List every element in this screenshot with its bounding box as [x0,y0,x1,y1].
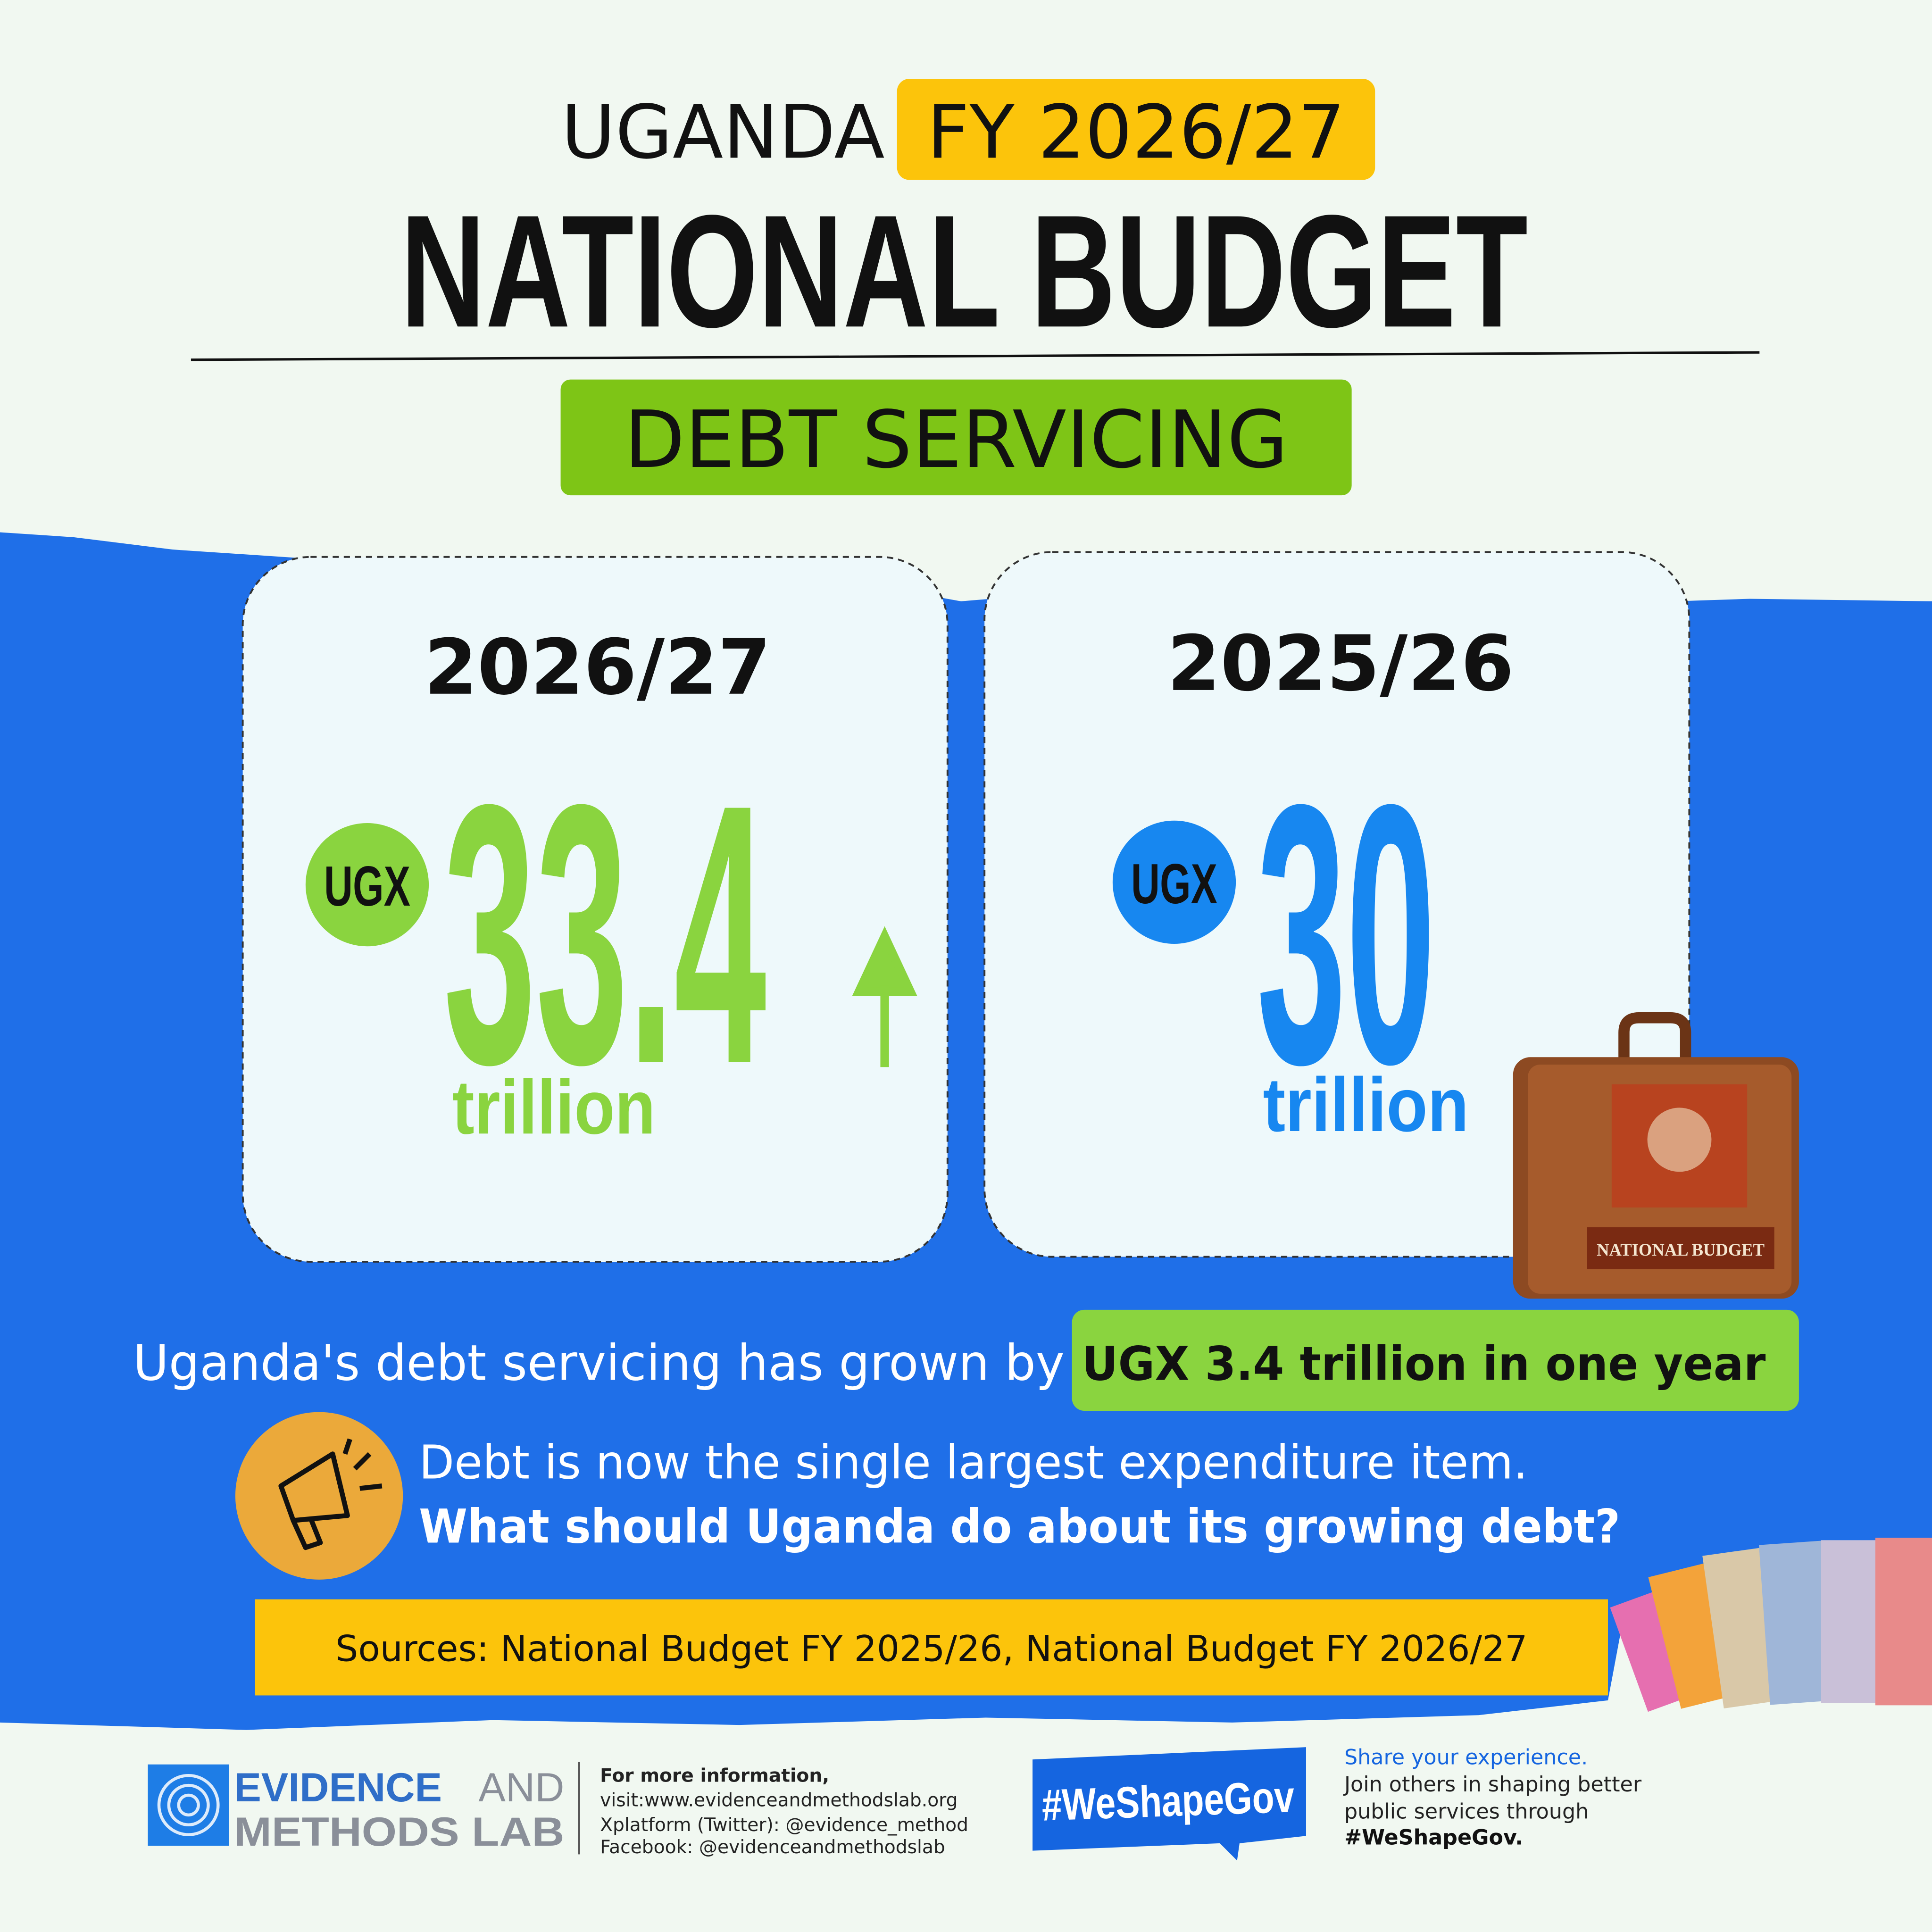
megaphone-badge [235,1412,403,1580]
megaphone-icon [278,1438,383,1550]
hashtag-badge [1033,1747,1306,1861]
summary-text: Uganda's debt servicing has grown by [133,1334,1065,1392]
share-line: Share your experience. [1344,1746,1588,1770]
logo-mark [148,1764,229,1846]
share-line: public services through [1344,1800,1589,1824]
amount: 33.4 [443,728,767,1141]
share-line: Join others in shaping better [1343,1773,1642,1797]
title-underline [191,351,1760,361]
card-year: 2025/26 [1167,620,1514,708]
card-year: 2026/27 [424,624,771,712]
unit: trillion [1263,1062,1469,1148]
topic: DEBT SERVICING [624,394,1288,486]
summary-highlight: UGX 3.4 trillion in one year [1082,1337,1766,1391]
currency: UGX [1131,852,1217,916]
logo-line2: METHODS LAB [234,1809,564,1855]
share-line: #WeShapeGov. [1344,1826,1523,1850]
briefcase-handle [1618,1012,1691,1062]
sources: Sources: National Budget FY 2025/26, Nat… [335,1628,1527,1669]
currency-badge [1112,820,1236,944]
coat-of-arms [1647,1108,1712,1172]
year-highlight [897,79,1375,180]
logo-line1-bold: EVIDENCE [234,1765,442,1810]
country: UGANDA [561,89,885,175]
card [242,556,949,1263]
info-line: Facebook: @evidenceandmethodslab [600,1837,945,1858]
logo-line1-light: AND [478,1765,564,1810]
unit: trillion [452,1065,656,1150]
briefcase: NATIONAL BUDGET [1513,1012,1799,1299]
currency-badge [305,823,429,947]
info-line: Xplatform (Twitter): @evidence_method [600,1815,968,1836]
topic-badge [560,379,1352,496]
info-line: For more information, [600,1765,829,1786]
hashtag: #WeShapeGov [1041,1772,1295,1830]
summary-highlight-box [1072,1309,1799,1411]
banknote [1875,1538,1932,1706]
banknote [1821,1540,1881,1703]
briefcase-label: NATIONAL BUDGET [1597,1240,1765,1259]
callout-question: What should Uganda do about its growing … [419,1500,1620,1554]
main-title: NATIONAL BUDGET [400,182,1528,360]
fingerprint-icon [157,1774,220,1836]
info-line: visit:www.evidenceandmethodslab.org [600,1790,958,1811]
up-arrow [852,926,917,1067]
banknotes [1610,1538,1932,1712]
callout-statement: Debt is now the single largest expenditu… [419,1436,1528,1490]
currency: UGX [324,855,410,918]
briefcase-label-plate [1587,1227,1774,1269]
banknote [1759,1541,1834,1705]
fiscal-year: FY 2026/27 [927,89,1345,175]
amount: 30 [1257,728,1435,1141]
sources-box [255,1599,1608,1696]
